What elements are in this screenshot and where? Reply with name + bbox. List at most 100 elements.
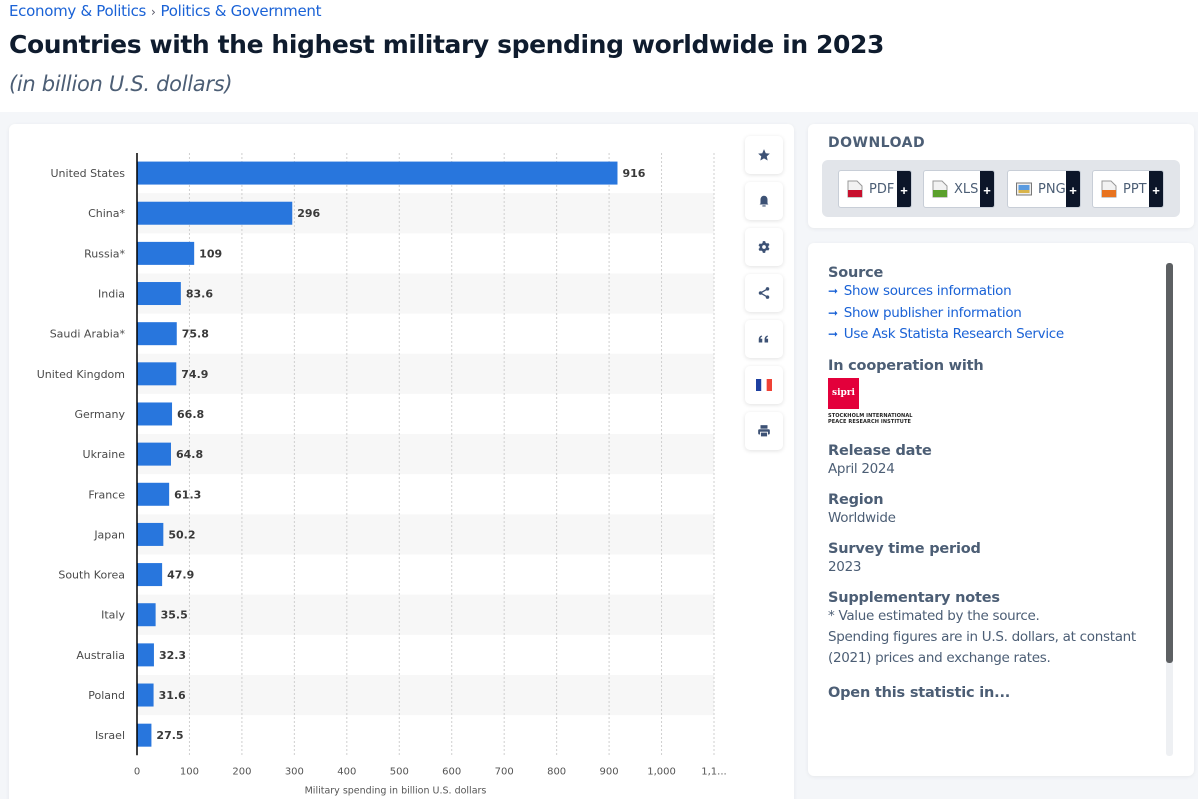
download-ppt-button[interactable]: PPT + [1092, 170, 1164, 208]
notes-line1: * Value estimated by the source. [828, 607, 1040, 624]
category-label: Australia [76, 649, 125, 662]
xls-file-icon [932, 180, 948, 198]
chart-toolbar [745, 136, 783, 458]
download-pdf-button[interactable]: PDF + [838, 170, 912, 208]
sipri-logo: sipri [828, 377, 859, 409]
ask-statista-label: Use Ask Statista Research Service [843, 326, 1064, 342]
value-label: 47.9 [167, 569, 194, 582]
download-xls-button[interactable]: XLS + [923, 170, 995, 208]
arrow-right-icon: ➞ [828, 305, 838, 320]
cooperation-section: In cooperation with sipri STOCKHOLM INTE… [828, 358, 1158, 425]
download-ppt-label: PPT [1123, 181, 1147, 197]
period-value: 2023 [828, 558, 862, 575]
category-label: India [98, 288, 125, 301]
bookmark-button[interactable] [745, 136, 783, 174]
x-tick-label: 300 [285, 766, 304, 777]
french-flag-icon [756, 379, 772, 391]
category-label: Israel [95, 729, 125, 742]
category-label: United States [51, 167, 126, 180]
breadcrumb-item-politics-government[interactable]: Politics & Government [160, 2, 322, 20]
bell-icon [759, 195, 769, 207]
print-button[interactable] [745, 412, 783, 450]
value-label: 916 [622, 167, 645, 180]
open-section: Open this statistic in... [828, 685, 1158, 701]
show-publisher-link[interactable]: ➞ Show publisher information [828, 303, 1158, 325]
bar [137, 522, 164, 546]
release-heading: Release date [828, 442, 932, 459]
release-value: April 2024 [828, 460, 895, 477]
row-band [137, 514, 714, 555]
x-tick-label: 500 [390, 766, 409, 777]
printer-icon [758, 425, 770, 438]
category-label: Japan [93, 528, 125, 541]
quote-icon [758, 335, 769, 343]
language-button[interactable] [745, 366, 783, 404]
arrow-right-icon: ➞ [828, 327, 838, 341]
page-title: Countries with the highest military spen… [9, 30, 885, 59]
scrollbar-thumb[interactable] [1166, 263, 1173, 663]
bar [137, 161, 618, 185]
value-label: 109 [199, 247, 222, 260]
download-xls-label: XLS [954, 181, 979, 197]
download-bar: PDF + XLS + PNG + PPT [822, 160, 1180, 217]
share-icon [758, 287, 770, 299]
x-axis-label: Military spending in billion U.S. dollar… [305, 785, 487, 796]
category-label: France [88, 488, 125, 501]
category-label: Poland [88, 689, 125, 702]
x-tick-label: 800 [547, 766, 566, 777]
png-image-icon [1016, 180, 1032, 198]
value-label: 83.6 [186, 288, 213, 301]
period-section: Survey time period 2023 [828, 541, 1158, 578]
plus-icon: + [1149, 171, 1163, 207]
cite-button[interactable] [745, 320, 783, 358]
statistic-info: Source ➞ Show sources information ➞ Show p… [828, 265, 1158, 713]
arrow-right-icon: ➞ [828, 284, 838, 298]
x-tick-label: 1,1... [701, 766, 726, 777]
star-icon [758, 149, 770, 161]
download-title: DOWNLOAD [828, 135, 926, 151]
bar [137, 482, 170, 506]
value-label: 64.8 [176, 448, 203, 461]
download-png-label: PNG [1038, 181, 1066, 197]
bar [137, 201, 293, 225]
row-band [137, 353, 714, 394]
notification-button[interactable] [745, 182, 783, 220]
x-tick-label: 900 [600, 766, 619, 777]
region-value: Worldwide [828, 509, 896, 526]
breadcrumb-item-economy-politics[interactable]: Economy & Politics [9, 2, 147, 20]
info-scrollbar[interactable] [1166, 263, 1173, 756]
value-label: 296 [297, 207, 320, 220]
settings-button[interactable] [745, 228, 783, 266]
category-label: Saudi Arabia* [50, 328, 126, 341]
show-sources-link[interactable]: ➞ Show sources information [828, 281, 1158, 303]
source-section: Source ➞ Show sources information ➞ Show p… [828, 265, 1158, 346]
notes-section: Supplementary notes * Value estimated by… [828, 590, 1158, 669]
share-button[interactable] [745, 274, 783, 312]
value-label: 35.5 [161, 609, 188, 622]
x-tick-label: 400 [337, 766, 356, 777]
category-label: Italy [101, 609, 125, 622]
cooperation-heading: In cooperation with [828, 357, 984, 374]
breadcrumb-separator: › [151, 5, 156, 19]
notes-heading: Supplementary notes [828, 589, 1000, 606]
value-label: 31.6 [159, 689, 186, 702]
value-label: 75.8 [182, 328, 209, 341]
ask-statista-link[interactable]: ➞ Use Ask Statista Research Service [828, 324, 1158, 346]
pdf-file-icon [847, 180, 863, 198]
bar [137, 282, 181, 306]
show-publisher-label: Show publisher information [843, 304, 1022, 321]
bar-chart: United States 916 China* 296 Russia* 109 India… [37, 153, 727, 796]
open-statistic-heading[interactable]: Open this statistic in... [828, 684, 1011, 701]
plus-icon: + [897, 171, 911, 207]
value-label: 74.9 [181, 368, 208, 381]
category-label: China* [88, 207, 125, 220]
bar [137, 241, 195, 265]
period-heading: Survey time period [828, 540, 981, 557]
release-section: Release date April 2024 [828, 443, 1158, 480]
category-label: Germany [74, 408, 125, 421]
row-band [137, 273, 714, 314]
category-label: South Korea [58, 569, 125, 582]
download-png-button[interactable]: PNG + [1007, 170, 1081, 208]
x-tick-label: 700 [495, 766, 514, 777]
